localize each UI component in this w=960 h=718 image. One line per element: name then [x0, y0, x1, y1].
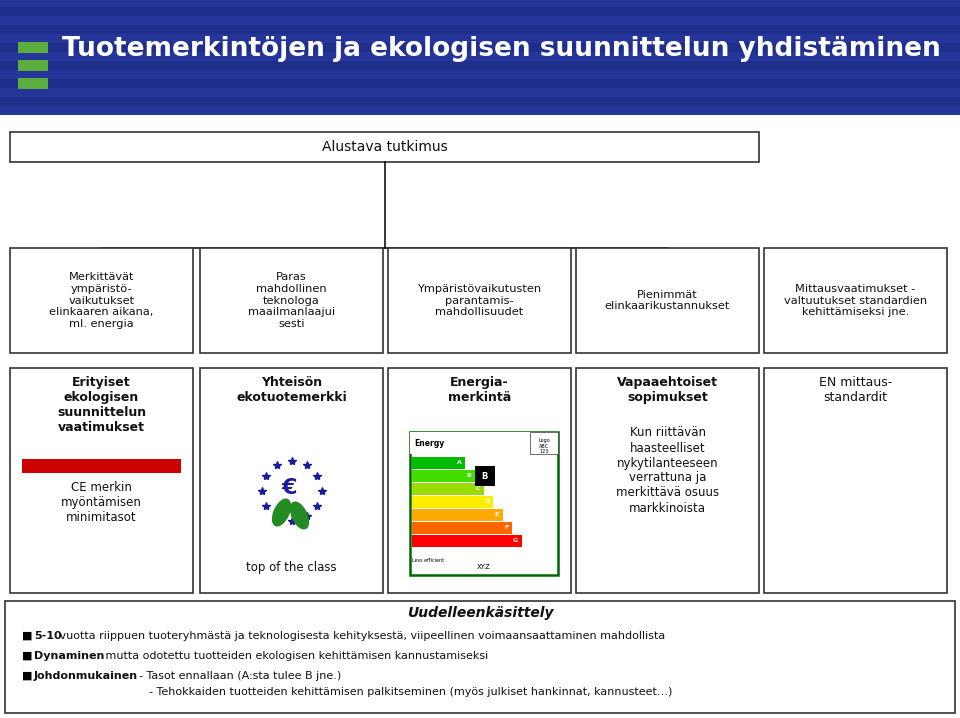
Bar: [200, 368, 383, 593]
Text: Dynaminen: Dynaminen: [34, 651, 105, 661]
Text: XYZ: XYZ: [477, 564, 491, 570]
Text: Less efficient: Less efficient: [412, 559, 444, 564]
Text: E: E: [494, 512, 499, 517]
Text: Pienimmät
elinkaarikustannukset: Pienimmät elinkaarikustannukset: [605, 289, 731, 312]
Text: Energy: Energy: [414, 439, 444, 447]
Text: G: G: [514, 538, 518, 543]
Bar: [200, 248, 383, 353]
Text: ■: ■: [22, 671, 36, 681]
Text: Vapaaehtoiset
sopimukset: Vapaaehtoiset sopimukset: [617, 376, 718, 404]
Text: B: B: [467, 473, 471, 478]
Bar: [388, 368, 571, 593]
Text: 5-10: 5-10: [34, 631, 61, 641]
Bar: [10, 132, 759, 162]
Bar: [18, 42, 48, 53]
Text: - Tasot ennallaan (A:sta tulee B jne.): - Tasot ennallaan (A:sta tulee B jne.): [139, 671, 341, 681]
Text: CE merkin
myöntämisen
minimitasot: CE merkin myöntämisen minimitasot: [61, 481, 142, 524]
Text: Mittausvaatimukset -
valtuutukset standardien
kehittämiseksi jne.: Mittausvaatimukset - valtuutukset standa…: [784, 284, 927, 317]
Text: Merkittävät
ympäristö-
vaikutukset
elinkaaren aikana,
ml. energia: Merkittävät ympäristö- vaikutukset elink…: [49, 272, 154, 329]
Text: Erityiset
ekologisen
suunnittelun
vaatimukset: Erityiset ekologisen suunnittelun vaatim…: [57, 376, 146, 434]
Text: Uudelleenkäsittely: Uudelleenkäsittely: [407, 606, 553, 620]
Bar: [412, 457, 465, 469]
Bar: [0, 70, 960, 79]
Text: EN mittaus-
standardit: EN mittaus- standardit: [819, 376, 892, 404]
Bar: [18, 78, 48, 89]
Text: vuotta riippuen tuoteryhmästä ja teknologisesta kehityksestä, viipeellinen voima: vuotta riippuen tuoteryhmästä ja teknolo…: [56, 631, 665, 641]
Text: €: €: [281, 478, 298, 498]
Bar: [10, 368, 193, 593]
Text: Yhteisön
ekotuotemerkki: Yhteisön ekotuotemerkki: [236, 376, 347, 404]
Bar: [410, 432, 558, 454]
Bar: [0, 16, 960, 25]
Bar: [0, 34, 960, 43]
Text: C: C: [476, 486, 480, 491]
Bar: [412, 509, 503, 521]
Bar: [412, 470, 474, 482]
Bar: [474, 467, 494, 486]
Text: Tuotemerkintöjen ja ekologisen suunnittelun yhdistäminen: Tuotemerkintöjen ja ekologisen suunnitte…: [62, 36, 941, 62]
Text: ■: ■: [22, 631, 36, 641]
Text: F: F: [504, 525, 509, 530]
Bar: [576, 368, 759, 593]
Text: Logo
ABC
123: Logo ABC 123: [539, 438, 550, 454]
Bar: [412, 522, 513, 534]
Ellipse shape: [272, 498, 291, 526]
Bar: [412, 483, 484, 495]
Text: A: A: [457, 460, 462, 465]
Text: - Tehokkaiden tuotteiden kehittämisen palkitseminen (myös julkiset hankinnat, ka: - Tehokkaiden tuotteiden kehittämisen pa…: [149, 687, 672, 697]
Bar: [22, 459, 181, 473]
Text: Paras
mahdollinen
teknologa
maailmanlaajui
sesti: Paras mahdollinen teknologa maailmanlaaj…: [248, 272, 335, 329]
Bar: [530, 432, 558, 454]
Bar: [410, 432, 558, 575]
Text: ■: ■: [22, 651, 36, 661]
Bar: [764, 248, 947, 353]
Text: D: D: [485, 499, 490, 504]
Bar: [0, 88, 960, 97]
Bar: [0, 0, 960, 115]
Text: Kun riittävän
haasteelliset
nykytilanteeseen
verrattuna ja
merkittävä osuus
mark: Kun riittävän haasteelliset nykytilantee…: [616, 426, 719, 515]
Bar: [764, 368, 947, 593]
Bar: [576, 248, 759, 353]
Bar: [388, 248, 571, 353]
Bar: [10, 248, 193, 353]
Text: B: B: [481, 472, 488, 480]
Bar: [0, 0, 960, 7]
Bar: [5, 601, 955, 713]
Bar: [0, 52, 960, 61]
Bar: [0, 115, 960, 718]
Text: Alustava tutkimus: Alustava tutkimus: [322, 140, 447, 154]
Bar: [0, 106, 960, 115]
Bar: [18, 60, 48, 71]
Bar: [412, 496, 493, 508]
Text: mutta odotettu tuotteiden ekologisen kehittämisen kannustamiseksi: mutta odotettu tuotteiden ekologisen keh…: [102, 651, 489, 661]
Text: Johdonmukainen: Johdonmukainen: [34, 671, 138, 681]
Bar: [412, 535, 521, 547]
Text: Ympäristövaikutusten
parantamis-
mahdollisuudet: Ympäristövaikutusten parantamis- mahdoll…: [418, 284, 541, 317]
Text: top of the class: top of the class: [246, 561, 337, 574]
Text: Energia-
merkintä: Energia- merkintä: [448, 376, 511, 404]
Ellipse shape: [290, 501, 309, 529]
